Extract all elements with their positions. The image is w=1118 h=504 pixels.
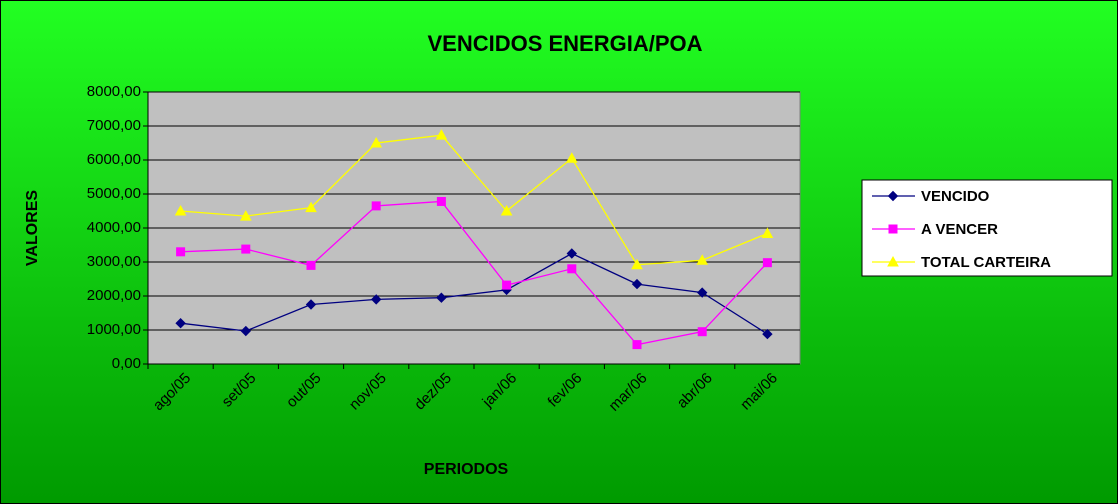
- data-point: [175, 317, 186, 329]
- data-point: [762, 258, 772, 268]
- data-point: [436, 196, 446, 206]
- data-point: [306, 260, 316, 270]
- data-point: [239, 210, 252, 221]
- legend-text: VENCIDO: [921, 188, 990, 205]
- legend-marker: [887, 255, 899, 267]
- data-point: [305, 299, 317, 310]
- series-line: [180, 252, 768, 335]
- data-point: [696, 287, 708, 298]
- data-point: [502, 280, 512, 290]
- data-point: [174, 204, 187, 216]
- data-point: [565, 152, 578, 163]
- data-point: [500, 204, 513, 216]
- y-tick-label: 4000,00: [87, 219, 141, 236]
- y-tick-label: 5000,00: [87, 185, 141, 202]
- y-tick-label: 0,00: [112, 355, 141, 372]
- data-point: [697, 327, 707, 337]
- chart-title: VENCIDOS ENERGIA/POA: [427, 31, 702, 56]
- y-tick-label: 3000,00: [87, 253, 141, 270]
- data-point: [762, 328, 773, 340]
- data-point: [305, 201, 317, 213]
- data-point: [241, 244, 251, 254]
- data-point: [370, 294, 382, 305]
- legend-text: A VENCER: [921, 221, 998, 238]
- y-tick-label: 2000,00: [87, 287, 141, 304]
- series-line: [180, 134, 768, 266]
- data-point: [632, 340, 642, 350]
- data-point: [761, 227, 774, 238]
- y-tick-label: 8000,00: [87, 83, 141, 100]
- legend-marker: [888, 224, 898, 234]
- legend-text: TOTAL CARTEIRA: [921, 254, 1051, 271]
- x-axis-title: PERIODOS: [424, 461, 509, 478]
- data-point: [435, 129, 448, 140]
- data-point: [240, 325, 252, 337]
- y-tick-label: 1000,00: [87, 321, 141, 338]
- y-tick-label: 7000,00: [87, 117, 141, 134]
- data-point: [567, 264, 577, 274]
- y-axis-title: VALORES: [24, 190, 41, 266]
- data-point: [371, 201, 381, 211]
- series-line: [180, 200, 768, 346]
- data-point: [696, 254, 709, 265]
- legend-marker: [887, 190, 899, 202]
- y-tick-label: 6000,00: [87, 151, 141, 168]
- data-point: [436, 292, 447, 303]
- data-point: [176, 247, 186, 257]
- data-point: [631, 258, 643, 270]
- data-point: [566, 248, 578, 259]
- data-point: [631, 278, 643, 290]
- data-point: [370, 136, 383, 148]
